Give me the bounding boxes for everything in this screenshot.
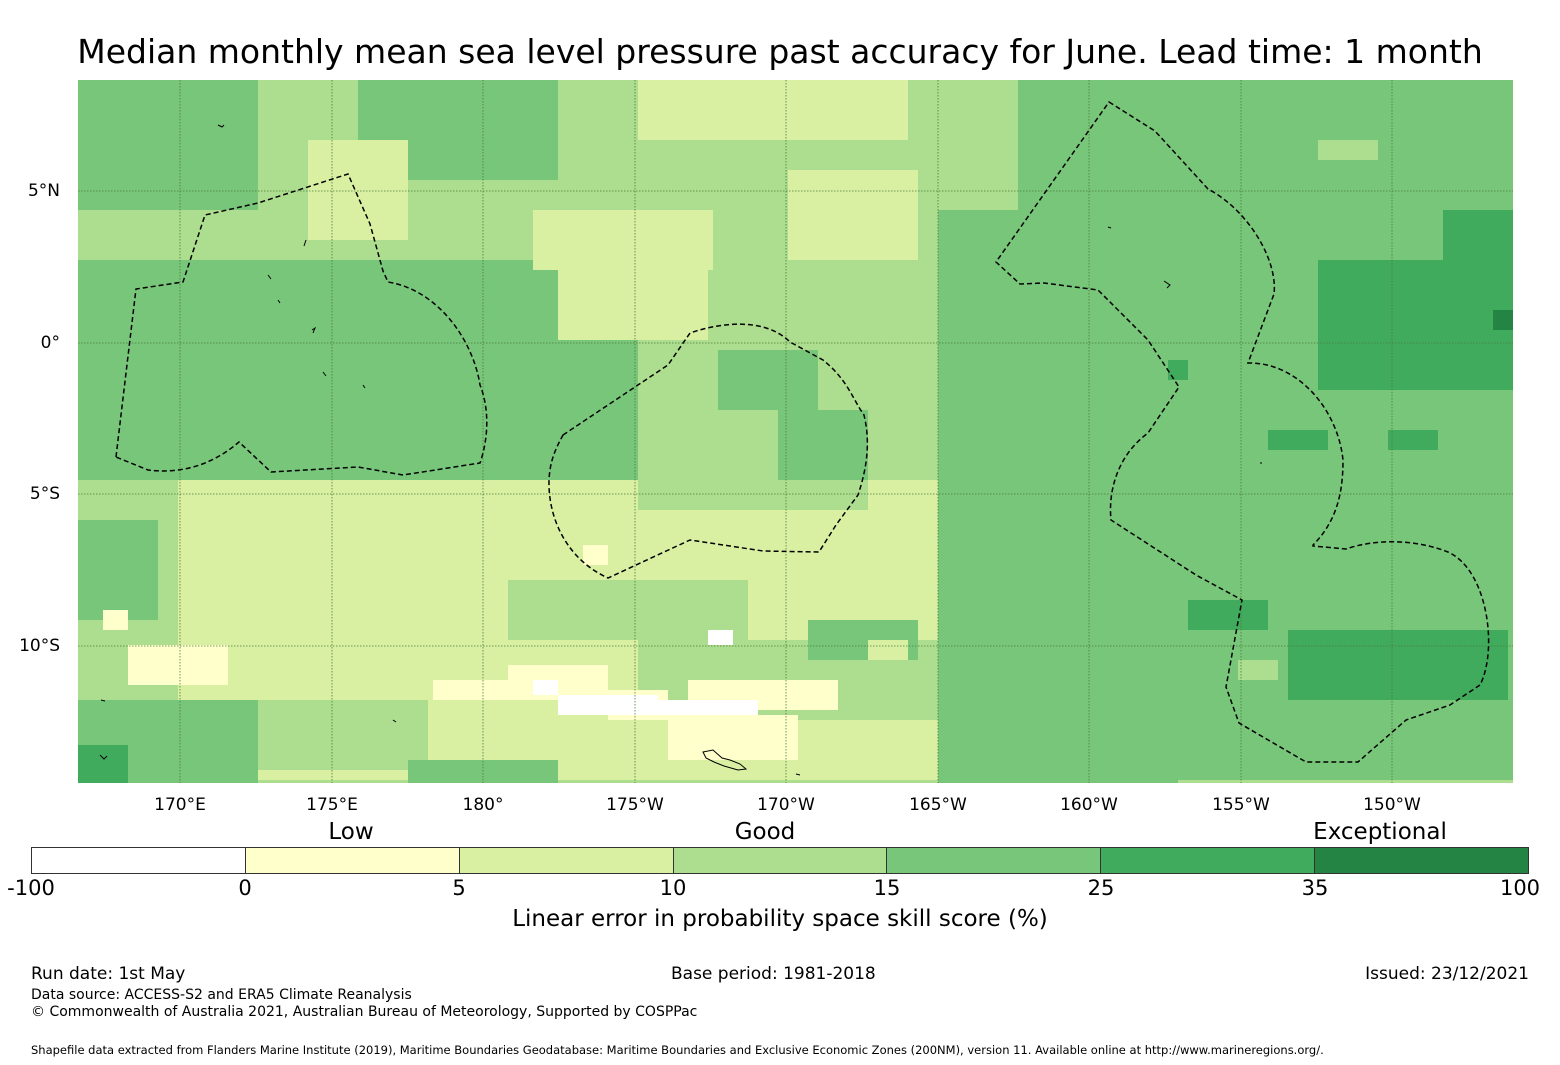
colorbar-title: Linear error in probability space skill … (512, 906, 1048, 932)
lat-label-0: 0° (40, 333, 60, 353)
graticule (78, 80, 1513, 783)
base-period: Base period: 1981-2018 (671, 964, 876, 984)
colorbar-tick: 5 (452, 876, 466, 900)
islands (99, 124, 1262, 776)
colorbar-segment (245, 848, 460, 873)
map-title: Median monthly mean sea level pressure p… (77, 32, 1483, 71)
lon-label-160w: 160°W (1060, 795, 1118, 815)
run-date: Run date: 1st May (31, 964, 186, 984)
issued-date: Issued: 23/12/2021 (1365, 964, 1529, 984)
colorbar-tick: 10 (659, 876, 687, 900)
colorbar (31, 847, 1529, 874)
lat-label-5n: 5°N (27, 181, 60, 201)
lat-label-10s: 10°S (19, 636, 60, 656)
category-label-exceptional: Exceptional (1313, 819, 1447, 845)
lon-label-165w: 165°W (909, 795, 967, 815)
colorbar-segment (32, 848, 246, 873)
lon-label-155w: 155°W (1212, 795, 1270, 815)
lon-label-175e: 175°E (306, 795, 358, 815)
shapefile-credit: Shapefile data extracted from Flanders M… (31, 1043, 1324, 1057)
lat-label-5s: 5°S (29, 484, 60, 504)
colorbar-segment (459, 848, 674, 873)
colorbar-tick: 35 (1301, 876, 1329, 900)
colorbar-tick: -100 (7, 876, 55, 900)
skill-blocks (78, 80, 1513, 783)
colorbar-segment (1101, 848, 1316, 873)
colorbar-tick: 0 (238, 876, 252, 900)
skill-score-map (78, 80, 1513, 783)
lon-label-170w: 170°W (757, 795, 815, 815)
lon-label-150w: 150°W (1363, 795, 1421, 815)
colorbar-segment (673, 848, 888, 873)
copyright: © Commonwealth of Australia 2021, Austra… (31, 1004, 698, 1020)
lon-label-170e: 170°E (154, 795, 206, 815)
lon-label-175w: 175°W (606, 795, 664, 815)
category-label-good: Good (734, 819, 796, 845)
colorbar-segment (1315, 848, 1529, 873)
lon-label-180: 180° (462, 795, 504, 815)
colorbar-tick: 15 (873, 876, 901, 900)
colorbar-tick: 100 (1499, 876, 1541, 900)
colorbar-tick: 25 (1087, 876, 1115, 900)
eez-boundaries (115, 100, 1490, 763)
data-source: Data source: ACCESS-S2 and ERA5 Climate … (31, 987, 412, 1003)
colorbar-segment (887, 848, 1102, 873)
category-label-low: Low (328, 819, 374, 845)
